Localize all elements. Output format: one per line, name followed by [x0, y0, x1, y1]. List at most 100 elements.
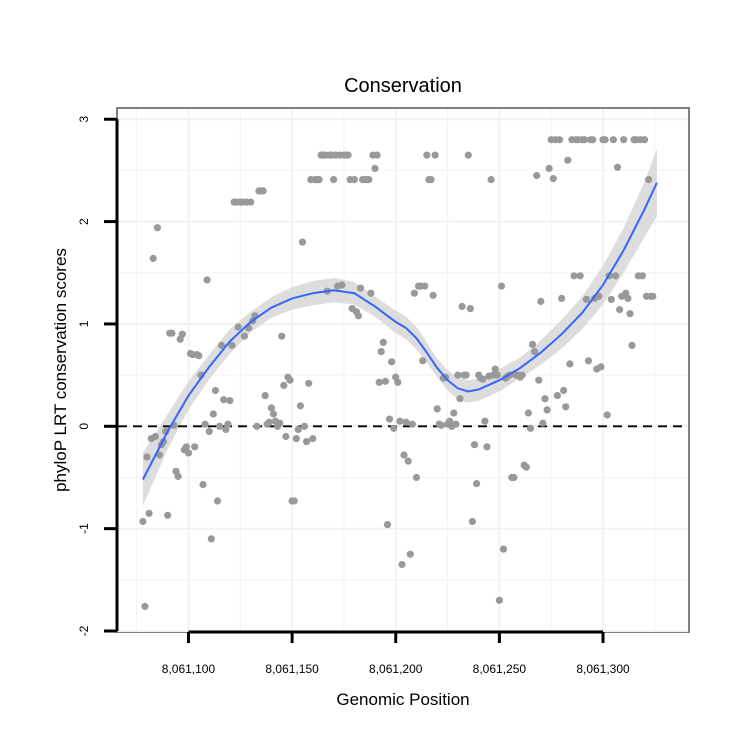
data-point	[638, 272, 647, 280]
data-point	[468, 517, 476, 526]
data-point	[533, 171, 541, 180]
data-point	[423, 151, 431, 159]
smooth-line-group	[142, 182, 658, 480]
data-point	[566, 360, 574, 368]
data-point	[570, 272, 578, 280]
data-point	[510, 473, 518, 482]
data-point	[383, 521, 392, 529]
data-point	[379, 338, 387, 346]
data-point	[624, 294, 632, 302]
data-point	[470, 441, 479, 449]
data-point	[305, 379, 313, 387]
data-point	[620, 136, 628, 144]
data-point	[541, 395, 549, 403]
data-point	[388, 358, 396, 366]
data-point	[464, 151, 472, 159]
confidence-band	[142, 148, 657, 507]
y-tick-label: -1	[77, 523, 91, 534]
data-point	[584, 357, 593, 365]
data-point	[226, 397, 234, 405]
data-point	[483, 443, 491, 451]
data-point	[421, 282, 429, 290]
data-point	[201, 420, 209, 428]
data-point	[553, 392, 562, 400]
data-point	[153, 224, 161, 232]
data-point	[452, 420, 460, 428]
data-point	[211, 386, 219, 395]
data-point	[269, 410, 278, 418]
data-point	[381, 377, 389, 385]
data-point	[228, 341, 236, 349]
data-point	[168, 329, 176, 337]
data-point	[562, 403, 570, 411]
y-axis: -2 -1 0 1 2 3	[77, 116, 119, 636]
data-point	[390, 424, 398, 432]
data-point	[640, 136, 649, 144]
data-point	[649, 292, 657, 300]
data-point	[491, 365, 499, 373]
x-axis-label: Genomic Position	[336, 690, 469, 709]
y-tick-label: 0	[77, 423, 91, 430]
data-point	[174, 472, 182, 480]
data-point	[497, 282, 506, 290]
data-point	[265, 418, 273, 426]
data-point	[253, 422, 261, 430]
data-point	[526, 424, 535, 432]
data-point	[195, 352, 203, 360]
data-point	[431, 151, 439, 159]
data-point	[456, 395, 464, 403]
data-point	[628, 341, 636, 349]
data-point	[377, 348, 385, 356]
confidence-band-group	[142, 148, 657, 507]
data-point	[240, 332, 248, 340]
data-point	[205, 427, 213, 435]
data-point	[199, 481, 207, 489]
data-point	[412, 473, 421, 482]
data-point	[213, 497, 222, 505]
data-point	[344, 151, 352, 159]
data-point	[535, 376, 543, 384]
data-point	[549, 175, 557, 183]
data-point	[300, 422, 309, 430]
data-point	[182, 443, 190, 451]
data-point	[375, 378, 383, 386]
data-point	[402, 418, 410, 426]
data-point	[400, 451, 408, 459]
data-point	[419, 357, 427, 365]
data-point	[234, 323, 242, 331]
data-point	[427, 176, 435, 184]
data-point	[450, 409, 458, 417]
data-point	[398, 560, 406, 569]
chart-title: Conservation	[344, 75, 462, 97]
y-tick-label: 2	[77, 218, 91, 225]
data-point	[220, 396, 228, 404]
data-point	[143, 453, 151, 461]
data-point	[385, 415, 394, 423]
data-point	[580, 136, 589, 144]
data-point	[149, 254, 157, 262]
data-point	[487, 176, 495, 184]
data-point	[365, 176, 373, 184]
data-point	[141, 602, 149, 611]
data-point	[433, 405, 441, 413]
data-point	[609, 136, 618, 144]
data-point	[394, 378, 402, 386]
y-tick-label: 3	[77, 116, 91, 123]
data-point	[543, 406, 551, 414]
data-point	[558, 294, 566, 302]
data-point	[282, 432, 290, 441]
data-point	[209, 410, 217, 418]
data-point	[155, 451, 164, 459]
data-point	[495, 596, 503, 604]
data-point	[315, 176, 323, 184]
data-point	[531, 348, 539, 356]
data-point	[437, 421, 445, 429]
data-point	[524, 409, 533, 417]
x-tick-label: 8,061,300	[576, 662, 630, 676]
data-point	[294, 425, 302, 433]
data-point	[528, 340, 537, 348]
data-point	[576, 272, 584, 280]
data-point	[286, 376, 294, 384]
data-point	[493, 371, 501, 379]
data-point	[537, 297, 545, 305]
